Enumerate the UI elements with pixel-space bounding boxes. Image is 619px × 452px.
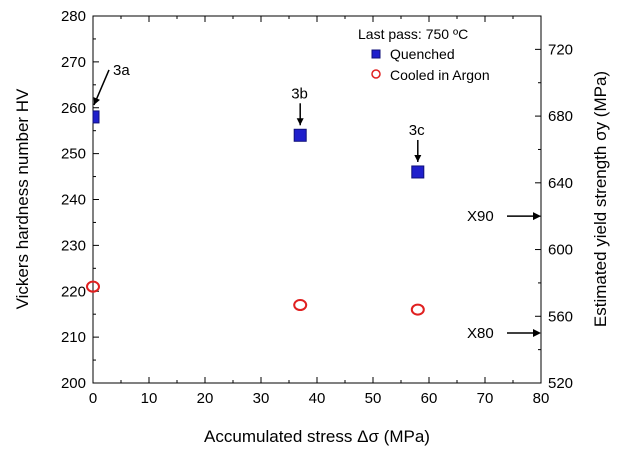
x-axis-title: Accumulated stress Δσ (MPa) xyxy=(204,427,430,446)
reference-label: X90 xyxy=(467,208,494,225)
legend-title: Last pass: 750 ºC xyxy=(358,26,468,42)
quenched-point xyxy=(411,165,425,179)
quenched-point xyxy=(92,110,100,124)
y2-tick-label: 520 xyxy=(548,375,573,392)
x-tick-label: 10 xyxy=(141,390,158,407)
annotation-arrowhead xyxy=(414,154,422,162)
point-annotation-label: 3c xyxy=(409,122,425,139)
y-tick-label: 280 xyxy=(61,8,86,25)
y-tick-label: 200 xyxy=(61,375,86,392)
point-annotation-label: 3b xyxy=(291,85,308,102)
annotation-arrowhead xyxy=(296,118,304,126)
annotation-arrowhead xyxy=(93,97,100,105)
x-tick-label: 0 xyxy=(89,390,97,407)
y2-tick-label: 560 xyxy=(548,308,573,325)
x-tick-label: 80 xyxy=(533,390,550,407)
x-tick-label: 70 xyxy=(477,390,494,407)
annotations-layer: 3a 3b 3c X90 X80 xyxy=(93,62,541,342)
y-tick-label: 220 xyxy=(61,283,86,300)
x-tick-label: 30 xyxy=(253,390,270,407)
y-tick-label: 250 xyxy=(61,146,86,163)
argon-point xyxy=(410,303,425,316)
legend-marker-quenched xyxy=(371,49,381,59)
legend: Last pass: 750 ºC Quenched Cooled in Arg… xyxy=(358,26,490,83)
y-tick-label: 270 xyxy=(61,54,86,71)
x-tick-label: 20 xyxy=(197,390,214,407)
y2-tick-label: 600 xyxy=(548,242,573,259)
point-annotation-label: 3a xyxy=(113,62,130,79)
reference-arrowhead xyxy=(533,328,541,337)
reference-label: X80 xyxy=(467,325,494,342)
y-tick-label: 230 xyxy=(61,237,86,254)
legend-marker-argon xyxy=(371,69,381,79)
marks-layer xyxy=(86,110,425,316)
x-tick-label: 50 xyxy=(365,390,382,407)
y2-tick-label: 640 xyxy=(548,175,573,192)
y2-axis-title: Estimated yield strength σy (MPa) xyxy=(591,71,610,327)
argon-point xyxy=(86,280,100,293)
reference-arrowhead xyxy=(533,212,541,221)
legend-label-quenched: Quenched xyxy=(390,46,455,62)
y2-tick-label: 720 xyxy=(548,41,573,58)
y-tick-label: 240 xyxy=(61,192,86,209)
x-tick-label: 40 xyxy=(309,390,326,407)
quenched-point xyxy=(293,128,307,142)
argon-point xyxy=(293,299,308,312)
y-tick-label: 210 xyxy=(61,329,86,346)
y-axis-title: Vickers hardness number HV xyxy=(13,88,32,309)
legend-label-argon: Cooled in Argon xyxy=(390,67,490,83)
y2-tick-label: 680 xyxy=(548,108,573,125)
ticks-layer: 0 10 20 30 40 50 60 70 80 200 210 220 230 240 250 260 27… xyxy=(61,8,573,407)
x-tick-label: 60 xyxy=(421,390,438,407)
y-tick-label: 260 xyxy=(61,100,86,117)
